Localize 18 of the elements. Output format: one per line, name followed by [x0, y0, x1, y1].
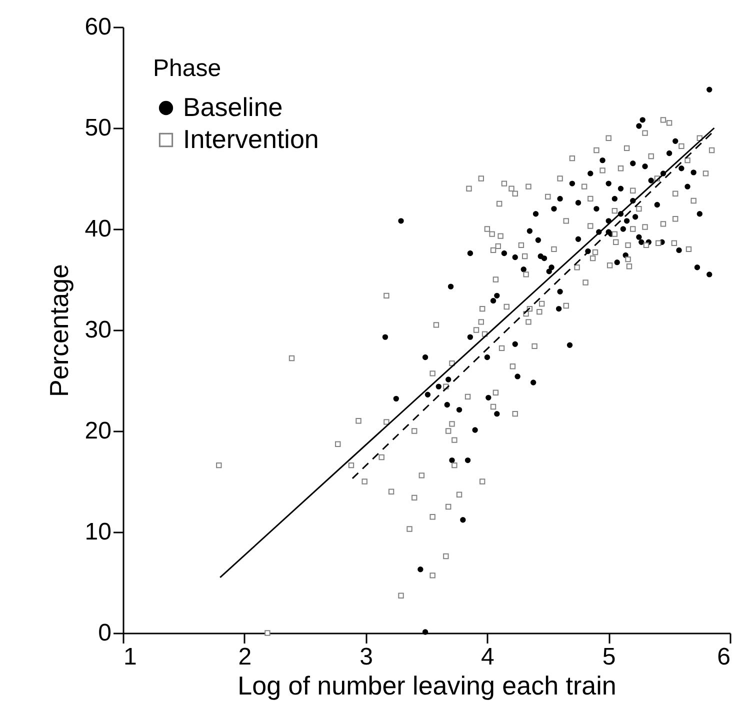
x-tick-label: 2 [238, 644, 252, 670]
legend-label: Intervention [183, 124, 319, 154]
y-axis-title: Percentage [44, 264, 74, 397]
x-tick-label: 6 [717, 644, 730, 670]
y-tick-label: 10 [84, 518, 112, 546]
legend-title: Phase [153, 55, 222, 82]
y-tick-label: 40 [84, 216, 112, 242]
y-tick-label: 30 [84, 316, 112, 344]
y-tick-label: 20 [84, 418, 112, 444]
legend-label: Baseline [183, 92, 283, 122]
y-tick-label: 60 [84, 14, 112, 40]
y-tick-label: 0 [98, 620, 112, 646]
y-tick-label: 50 [84, 114, 112, 142]
x-tick-label: 5 [602, 644, 616, 670]
x-axis-title: Log of number leaving each train [238, 670, 616, 700]
x-tick-label: 3 [360, 644, 373, 670]
x-tick-label: 4 [481, 644, 494, 670]
x-tick-label: 1 [124, 644, 137, 670]
